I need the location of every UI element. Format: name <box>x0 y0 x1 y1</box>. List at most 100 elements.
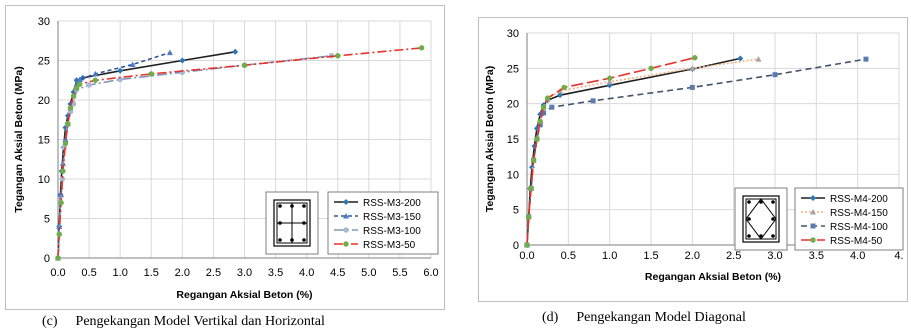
legend-label: RSS-M3-50 <box>363 240 416 251</box>
series-line-RSS-M3-50 <box>57 47 422 259</box>
icon-rebar <box>747 200 751 204</box>
x-tick-label: 5.0 <box>361 267 376 279</box>
data-point-RSS-M3-200 <box>179 57 186 64</box>
y-tick-label: 0 <box>513 240 519 252</box>
y-tick-label: 10 <box>507 169 519 181</box>
caption-left: (c) Pengekangan Model Vertikal dan Horizo… <box>42 314 325 330</box>
y-axis-title: Tegangan Aksial Beton (MPa) <box>484 66 496 212</box>
y-tick-label: 30 <box>507 28 519 40</box>
icon-rebar <box>302 238 306 242</box>
y-tick-label: 5 <box>44 214 50 226</box>
data-point-RSS-M3-50 <box>418 45 425 51</box>
legend: RSS-M4-200 RSS-M4-150 RSS-M4-100 RSS-M4-50 <box>794 187 904 251</box>
y-tick-label: 25 <box>38 56 50 68</box>
y-tick-label: 5 <box>513 205 519 217</box>
rectangular-section-with-diagonal-ties-icon <box>734 187 788 251</box>
x-tick-label: 6.0 <box>423 267 438 279</box>
data-point-RSS-M4-200 <box>528 164 535 171</box>
data-point-RSS-M3-50 <box>67 105 74 111</box>
icon-rebar <box>302 204 306 208</box>
x-tick-label: 5.5 <box>392 267 407 279</box>
icon-outer-section <box>742 195 780 243</box>
data-point-RSS-M3-50 <box>65 121 71 127</box>
x-tick-label: 1.0 <box>602 250 617 262</box>
data-point-RSS-M4-150 <box>606 78 613 85</box>
data-point-RSS-M4-150 <box>689 65 696 71</box>
data-point-RSS-M3-50 <box>60 168 66 174</box>
series-line-RSS-M4-50 <box>526 56 695 246</box>
data-point-RSS-M3-100 <box>67 109 74 115</box>
data-point-RSS-M3-100 <box>86 82 92 88</box>
series-RSS-M3-200 <box>55 48 239 261</box>
data-point-RSS-M4-50 <box>692 55 698 61</box>
x-tick-label: 0.5 <box>81 267 96 279</box>
legend-label: RSS-M4-150 <box>830 208 888 219</box>
series-RSS-M3-150 <box>55 49 173 261</box>
x-tick-label: 4.5 <box>330 267 345 279</box>
data-point-RSS-M4-50 <box>561 84 567 91</box>
data-point-RSS-M4-50 <box>606 75 613 81</box>
y-tick-label: 20 <box>38 95 50 107</box>
icon-rebar <box>771 217 775 221</box>
data-point-RSS-M3-150 <box>166 49 173 56</box>
data-point-RSS-M4-200 <box>557 92 564 99</box>
icon-rebar <box>290 204 294 208</box>
data-point-RSS-M3-150 <box>76 76 83 82</box>
x-tick-label: 4. <box>894 250 903 262</box>
data-point-RSS-M3-50 <box>56 231 62 237</box>
x-tick-label: 1.0 <box>113 267 128 279</box>
legend-label: RSS-M3-100 <box>363 226 421 237</box>
legend-label: RSS-M3-150 <box>363 212 421 223</box>
icon-rebar <box>771 234 775 238</box>
x-tick-label: 3.0 <box>237 267 252 279</box>
y-tick-label: 30 <box>38 16 50 28</box>
chart-panel-right: 0 5 10 15 20 25 30 0.0 0.5 1.0 1.5 2.0 2.5 3.0 3.5 4.0 4… <box>478 17 908 302</box>
data-point-RSS-M4-100 <box>549 104 555 110</box>
y-tick-label: 15 <box>507 134 519 146</box>
data-point-RSS-M4-150 <box>755 56 762 62</box>
chart-right: 0 5 10 15 20 25 30 0.0 0.5 1.0 1.5 2.0 2.5 3.0 3.5 4.0 4… <box>484 28 904 283</box>
legend-marker-RSS-M3-150 <box>343 213 349 219</box>
data-point-RSS-M4-200 <box>537 111 544 118</box>
x-tick-label: 1.5 <box>144 267 159 279</box>
x-tick-label: 2.5 <box>726 250 741 262</box>
x-tick-label: 3.5 <box>809 250 824 262</box>
data-point-RSS-M4-200 <box>531 143 538 150</box>
data-point-RSS-M3-50 <box>55 255 61 261</box>
legend-label: RSS-M4-50 <box>830 236 883 247</box>
caption-right-letter: (d) <box>542 310 559 325</box>
icon-rebar <box>302 221 306 225</box>
x-tick-label: 3.5 <box>268 267 283 279</box>
x-tick-label: 4.0 <box>850 250 865 262</box>
legend-marker-RSS-M4-50 <box>810 237 816 243</box>
chart-panel-left: 0 5 10 15 20 25 30 0.0 0.5 1.0 1.5 2.0 2.5 3.0 3.5 4.0 4… <box>5 5 445 310</box>
x-tick-label: 1.5 <box>643 250 658 262</box>
legend-marker-RSS-M3-100 <box>343 227 349 233</box>
icon-rebar <box>290 238 294 242</box>
legend-marker-RSS-M3-50 <box>343 241 349 247</box>
data-point-RSS-M3-150 <box>129 61 136 67</box>
y-tick-label: 20 <box>507 99 519 111</box>
data-point-RSS-M3-50 <box>241 62 248 68</box>
data-point-RSS-M3-50 <box>58 200 64 206</box>
series-RSS-M3-50 <box>55 45 425 261</box>
icon-outer-section <box>273 199 311 247</box>
data-point-RSS-M4-50 <box>534 136 540 142</box>
data-point-RSS-M3-50 <box>70 93 77 99</box>
data-point-RSS-M3-50 <box>335 53 341 59</box>
icon-diagonal-tie <box>745 198 777 240</box>
icon-rebar <box>747 217 751 221</box>
data-point-RSS-M4-200 <box>737 55 744 62</box>
series-line-RSS-M3-200 <box>57 51 236 259</box>
caption-left-text: Pengekangan Model Vertikal dan Horizonta… <box>75 314 325 329</box>
x-axis-title: Regangan Aksial Beton (%) <box>645 271 781 283</box>
data-point-RSS-M3-50 <box>73 85 80 91</box>
icon-rebar <box>747 234 751 238</box>
data-point-RSS-M4-50 <box>528 185 534 192</box>
data-point-RSS-M3-50 <box>62 140 69 147</box>
series-line-RSS-M4-200 <box>526 57 741 246</box>
legend-marker-RSS-M4-100 <box>810 223 816 229</box>
series-line-RSS-M3-150 <box>57 51 171 259</box>
caption-right-text: Pengekangan Model Diagonal <box>576 310 746 325</box>
y-tick-label: 10 <box>38 174 50 186</box>
